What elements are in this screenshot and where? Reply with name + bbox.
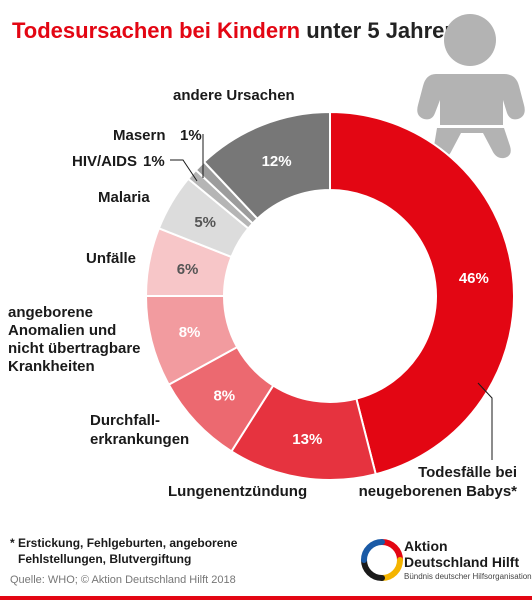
- bottom-accent-bar: [0, 596, 532, 600]
- label-anomalies-2: Anomalien und: [8, 322, 116, 339]
- slice-value-0: 46%: [459, 270, 489, 287]
- label-malaria: Malaria: [98, 189, 150, 206]
- title-part-red: Todesursachen bei Kindern: [12, 18, 301, 43]
- donut-slice-8: [202, 110, 331, 221]
- slice-value-3: 8%: [179, 324, 201, 341]
- percent-labels: 46% 13% 8% 8% 6% 5% 12%: [177, 153, 489, 448]
- logo-emblem-icon: [361, 539, 403, 581]
- slice-value-4: 6%: [177, 261, 199, 278]
- footnote-line-2: Fehlstellungen, Blutvergiftung: [18, 552, 192, 566]
- label-anomalies-1: angeborene: [8, 304, 93, 321]
- label-measles-pct: 1%: [180, 127, 202, 144]
- label-newborn-2: neugeborenen Babys*: [359, 483, 518, 500]
- source-note: Quelle: WHO; © Aktion Deutschland Hilft …: [10, 574, 236, 586]
- label-anomalies-3: nicht übertragbare: [8, 340, 141, 357]
- label-pneumonia: Lungenentzündung: [168, 483, 307, 500]
- title-part-dark: unter 5 Jahren: [306, 18, 458, 43]
- logo-name: Aktion Deutschland Hilft: [404, 538, 519, 570]
- logo-line-1: Aktion: [404, 538, 448, 554]
- leader-line-hiv: [170, 159, 198, 182]
- label-hiv: HIV/AIDS: [72, 153, 137, 170]
- footnote-line-1: * Erstickung, Fehlgeburten, angeborene: [10, 536, 238, 550]
- label-diarrhea-2: erkrankungen: [90, 431, 189, 448]
- slice-value-2: 8%: [213, 387, 235, 404]
- logo-line-2: Deutschland Hilft: [404, 554, 520, 570]
- label-measles: Masern: [113, 127, 166, 144]
- label-anomalies-4: Krankheiten: [8, 358, 95, 375]
- label-diarrhea-1: Durchfall-: [90, 412, 160, 429]
- label-other: andere Ursachen: [173, 87, 295, 104]
- baby-icon: [417, 14, 525, 159]
- donut: [144, 110, 515, 481]
- label-accidents: Unfälle: [86, 250, 136, 267]
- donut-slice-0: [329, 110, 515, 476]
- chart-title: Todesursachen bei Kindern unter 5 Jahren: [12, 18, 458, 44]
- slice-value-8: 12%: [262, 153, 292, 170]
- logo-tagline: Bündnis deutscher Hilfsorganisationen: [404, 572, 532, 581]
- label-newborn-1: Todesfälle bei: [418, 464, 517, 481]
- footnote: * Erstickung, Fehlgeburten, angeborene F…: [10, 535, 237, 567]
- slice-value-5: 5%: [194, 214, 216, 231]
- slice-value-1: 13%: [292, 431, 322, 448]
- label-hiv-pct: 1%: [143, 153, 165, 170]
- aktion-deutschland-hilft-logo: Aktion Deutschland Hilft Bündnis deutsch…: [360, 536, 532, 592]
- leader-line-newborn: [477, 382, 493, 460]
